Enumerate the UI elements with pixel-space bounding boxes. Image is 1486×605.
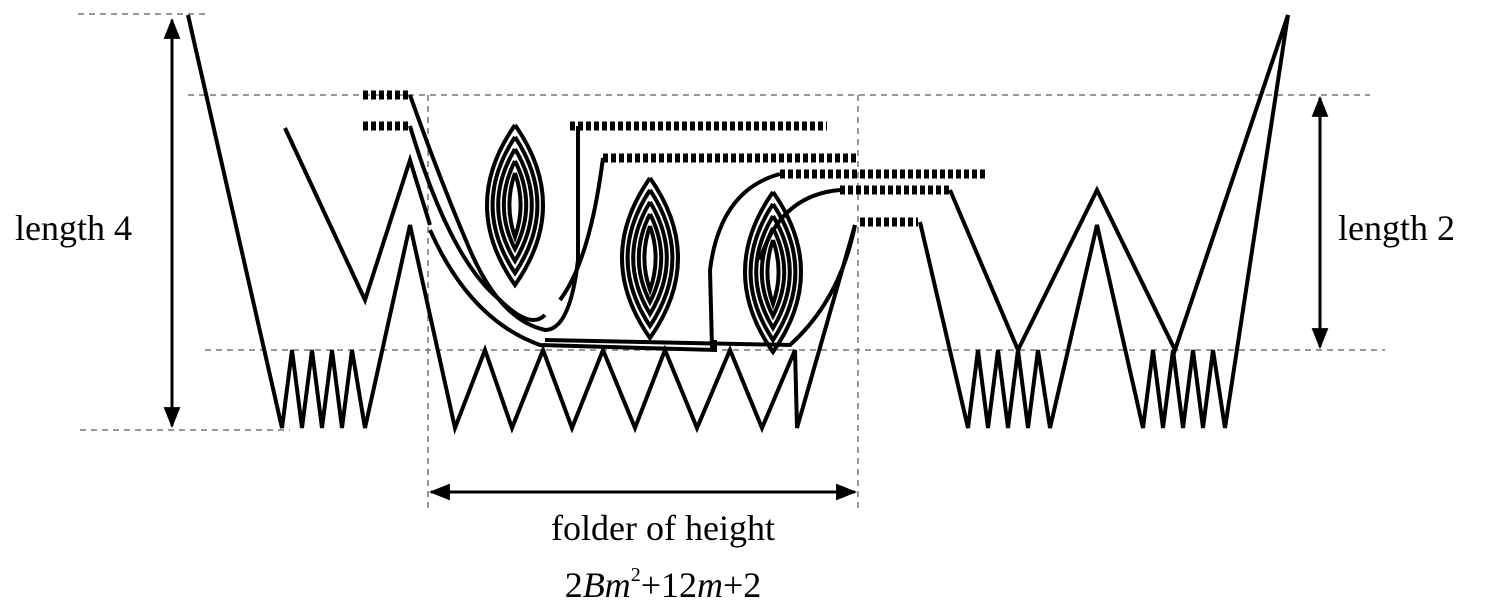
formula-part: Bm: [583, 565, 631, 605]
leaf-fold: [620, 176, 680, 342]
leaf-fold: [507, 172, 523, 244]
leaf-fold: [501, 160, 529, 254]
formula-part: +12: [641, 565, 697, 605]
formula-part: m: [697, 565, 723, 605]
leaf-fold: [754, 214, 792, 332]
folds: [186, 14, 1290, 435]
leaf-fold: [485, 123, 545, 289]
formula-part: 2: [565, 565, 583, 605]
formula: 2Bm2+12m+2: [565, 564, 762, 605]
leaf-fold: [636, 213, 664, 307]
bottom-label: folder of height: [551, 508, 775, 548]
leaf-fold: [490, 135, 540, 277]
left-label: length 4: [15, 208, 132, 248]
formula-part: +2: [723, 565, 761, 605]
dotted-segments: [363, 90, 986, 227]
formula-part: 2: [631, 564, 641, 586]
leaf-fold: [765, 239, 781, 311]
leaf-fold: [631, 200, 669, 318]
guide-lines: [78, 13, 1385, 510]
leaf-fold: [748, 202, 798, 344]
right-label: length 2: [1338, 208, 1455, 248]
leaf-fold: [743, 190, 803, 356]
leaf-fold: [496, 147, 534, 265]
arrows: [163, 17, 1329, 501]
leaf-fold: [625, 188, 675, 330]
leaf-fold: [759, 227, 787, 321]
leaf-fold: [642, 225, 658, 297]
